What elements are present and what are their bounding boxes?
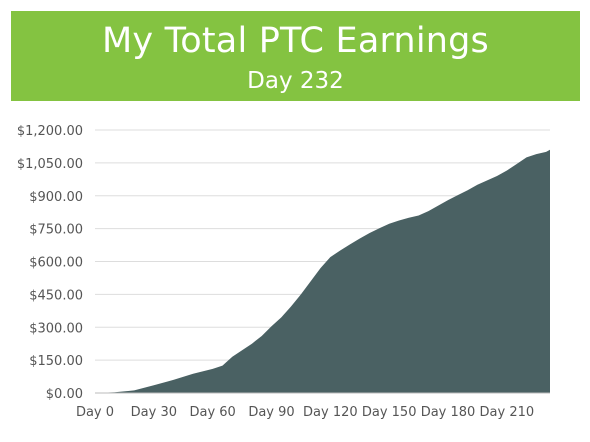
y-tick-label: $0.00 <box>46 387 83 402</box>
y-tick-label: $750.00 <box>29 223 83 238</box>
x-tick-label: Day 210 <box>480 405 535 420</box>
y-tick-label: $300.00 <box>29 321 83 336</box>
x-tick-label: Day 60 <box>189 405 235 420</box>
x-tick-label: Day 120 <box>303 405 358 420</box>
y-tick-label: $600.00 <box>29 256 83 271</box>
chart-subtitle: Day 232 <box>247 68 344 94</box>
chart-title: My Total PTC Earnings <box>102 21 489 61</box>
x-tick-label: Day 90 <box>248 405 294 420</box>
x-tick-label: Day 150 <box>362 405 417 420</box>
x-tick-label: Day 180 <box>421 405 476 420</box>
y-tick-label: $150.00 <box>29 354 83 369</box>
y-tick-label: $1,200.00 <box>17 124 83 139</box>
x-tick-label: Day 0 <box>76 405 114 420</box>
y-tick-label: $1,050.00 <box>17 157 83 172</box>
y-tick-label: $900.00 <box>29 190 83 205</box>
y-tick-label: $450.00 <box>29 288 83 303</box>
chart-header: My Total PTC Earnings Day 232 <box>11 11 580 101</box>
earnings-area <box>95 149 550 393</box>
x-tick-label: Day 30 <box>131 405 177 420</box>
